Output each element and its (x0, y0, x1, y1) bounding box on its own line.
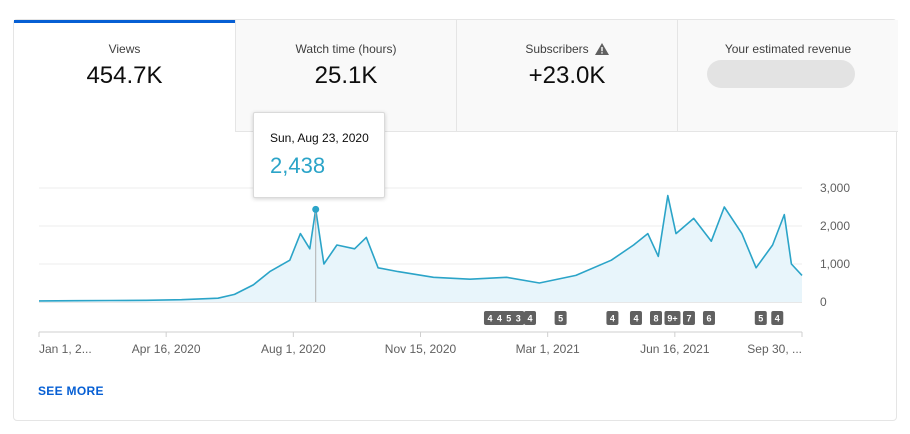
views-area (39, 195, 802, 302)
tab-views-label: Views (108, 42, 141, 56)
annotation-badge-label: 4 (633, 314, 638, 324)
annotation-badge-label: 5 (758, 314, 763, 324)
revenue-blurred-value (707, 60, 855, 88)
annotation-badge-label: 5 (558, 314, 563, 324)
y-tick-label: 3,000 (820, 181, 850, 195)
annotation-badge-label: 4 (527, 314, 532, 324)
annotation-badge[interactable]: 4 (524, 311, 537, 325)
annotation-badge[interactable]: 8 (649, 311, 662, 325)
tab-views[interactable]: Views 454.7K (14, 20, 235, 132)
annotation-badge-label: 7 (686, 314, 691, 324)
tab-revenue[interactable]: Your estimated revenue (677, 20, 898, 132)
annotation-badge[interactable]: 5 (502, 311, 515, 325)
tab-subscribers-label: Subscribers (525, 42, 589, 56)
see-more-link[interactable]: SEE MORE (38, 384, 104, 398)
tab-subscribers-value: +23.0K (528, 62, 606, 89)
views-line (38, 194, 803, 302)
y-axis: 3,000 2,000 1,000 0 (820, 181, 850, 309)
annotation-badges: 4 4 5 3 4 5 4 4 8 9+ 7 6 5 4 (483, 311, 784, 325)
annotation-badge[interactable]: 7 (682, 311, 695, 325)
hover-point (312, 205, 320, 213)
annotation-badge[interactable]: 5 (554, 311, 567, 325)
annotation-badge-label: 3 (516, 314, 521, 324)
annotation-badge-label: 9+ (667, 314, 677, 324)
annotation-badge[interactable]: 4 (483, 311, 496, 325)
annotation-badge[interactable]: 3 (512, 311, 525, 325)
annotation-badge-label: 5 (506, 314, 511, 324)
x-tick-label: Aug 1, 2020 (261, 342, 326, 356)
annotation-badge[interactable]: 5 (754, 311, 767, 325)
x-tick-label: Nov 15, 2020 (385, 342, 457, 356)
annotation-badge-label: 4 (775, 314, 780, 324)
tooltip-date: Sun, Aug 23, 2020 (270, 131, 369, 145)
tab-revenue-label: Your estimated revenue (724, 42, 852, 56)
annotation-badge[interactable]: 4 (606, 311, 619, 325)
tab-views-value: 454.7K (86, 62, 163, 89)
tooltip-value: 2,438 (270, 153, 326, 178)
y-tick-label: 1,000 (820, 257, 850, 271)
tab-subscribers[interactable]: Subscribers +23.0K (456, 20, 677, 132)
x-tick-label: Apr 16, 2020 (132, 342, 201, 356)
annotation-badge[interactable]: 4 (771, 311, 784, 325)
x-tick-label: Jan 1, 2... (39, 342, 92, 356)
x-tick-label: Jun 16, 2021 (640, 342, 710, 356)
analytics-card: Views 454.7K Watch time (hours) 25.1K Su… (13, 19, 898, 421)
y-tick-label: 2,000 (820, 219, 850, 233)
tab-watch-time-label: Watch time (hours) (295, 42, 397, 56)
tab-subscribers-label-row: Subscribers (457, 42, 677, 56)
annotation-badge-label: 6 (706, 314, 711, 324)
annotation-badge-label: 4 (610, 314, 615, 324)
annotation-badge[interactable]: 9+ (664, 311, 681, 325)
annotation-badge-label: 4 (497, 314, 502, 324)
x-tick-label: Sep 30, ... (747, 342, 802, 356)
x-axis: Jan 1, 2... Apr 16, 2020 Aug 1, 2020 Nov 15… (38, 331, 803, 356)
chart-tooltip: Sun, Aug 23, 2020 2,438 (253, 112, 385, 198)
warning-icon[interactable] (594, 43, 609, 55)
tab-watch-time-value: 25.1K (314, 62, 378, 89)
annotation-badge[interactable]: 4 (629, 311, 642, 325)
y-tick-label: 0 (820, 295, 827, 309)
annotation-badge[interactable]: 6 (702, 311, 715, 325)
annotation-badge[interactable]: 4 (493, 311, 506, 325)
annotation-badge-label: 8 (653, 314, 658, 324)
annotation-badge-label: 4 (487, 314, 492, 324)
x-tick-label: Mar 1, 2021 (516, 342, 580, 356)
